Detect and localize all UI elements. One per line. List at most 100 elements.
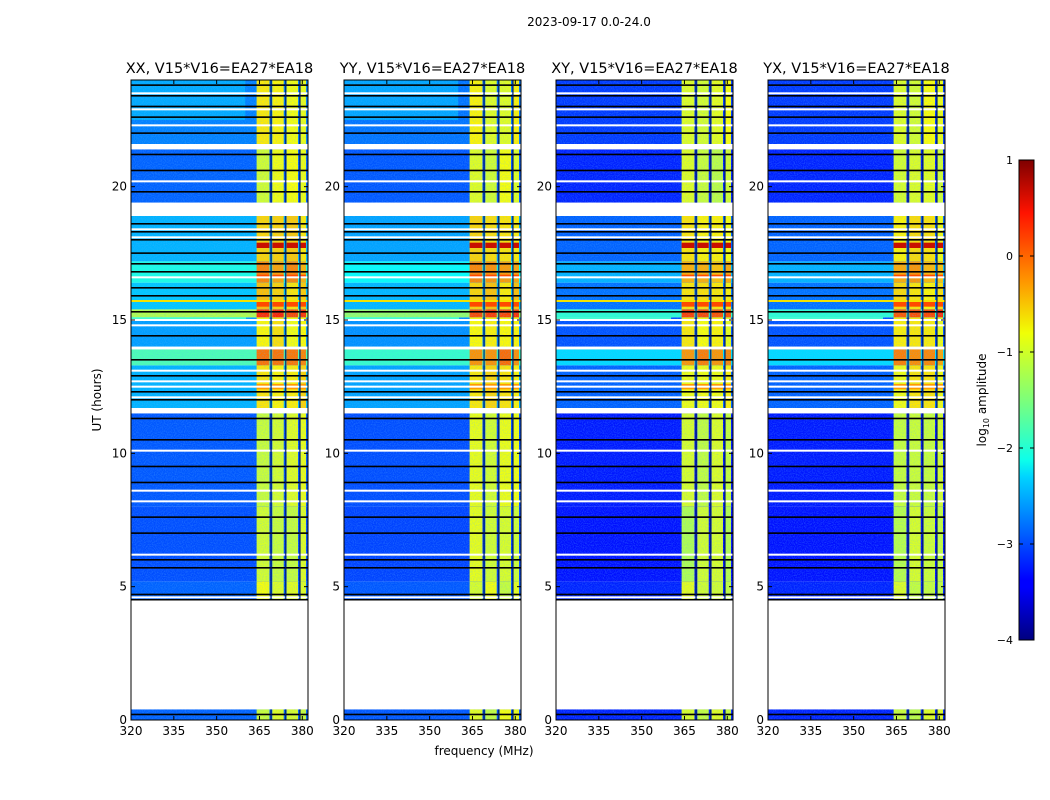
rfi-streak-2 — [556, 300, 733, 302]
hot-2-1-0 — [681, 274, 695, 278]
gap-line-2-5 — [556, 396, 733, 399]
flag-line-2-23 — [556, 223, 733, 225]
flag-line-0-4 — [131, 532, 308, 534]
x-tick-label-0-2: 350 — [205, 724, 228, 738]
hot-1-0-0 — [469, 242, 483, 248]
flag-line-2-22 — [556, 231, 733, 233]
flag-line-1-6 — [344, 481, 521, 484]
flag-line-0-24 — [131, 191, 308, 193]
flag-line-1-7 — [344, 465, 521, 468]
gap-line-3-6 — [768, 385, 945, 388]
gap-line-2-0 — [556, 596, 733, 599]
panel-2-frame — [555, 79, 734, 721]
flag-line-1-9 — [344, 417, 521, 420]
x-tick-label-1-3: 365 — [461, 724, 484, 738]
hot-0-2-3 — [300, 301, 307, 307]
gap-line-2-6 — [556, 385, 733, 388]
flag-line-0-8 — [131, 439, 308, 441]
flag-line-1-30 — [344, 95, 521, 97]
hot-2-0-1 — [697, 242, 709, 248]
flag-line-1-26 — [344, 153, 521, 156]
flag-line-2-17 — [556, 287, 733, 289]
gap-line-3-8 — [768, 369, 945, 372]
hot-0-1-0 — [256, 274, 270, 278]
flag-line-1-8 — [344, 439, 521, 441]
figure-suptitle: 2023-09-17 0.0-24.0 — [527, 15, 651, 29]
gap-line-3-10 — [768, 319, 945, 321]
hot-1-2-0 — [469, 301, 483, 307]
panel-2: XY, V15*V16=EA27*EA18 320 335 350 365 380 0 5 10… — [537, 61, 739, 738]
gap-line-0-15 — [131, 124, 308, 127]
colorbar-label-sub: 10 — [982, 418, 991, 428]
flag-line-1-4 — [344, 532, 521, 534]
gap-line-0-7 — [131, 380, 308, 383]
hot-2-2-0 — [681, 301, 695, 307]
flag-line-1-1 — [344, 593, 521, 596]
data-gap-2-3 — [556, 346, 733, 350]
flag-line-0-16 — [131, 295, 308, 297]
flag-line-1-25 — [344, 169, 521, 172]
flag-line-1-16 — [344, 295, 521, 297]
x-tick-label-0-1: 335 — [162, 724, 185, 738]
gap-line-0-2 — [131, 500, 308, 503]
gap-line-2-3 — [556, 489, 733, 492]
gap-line-1-7 — [344, 380, 521, 383]
data-gap-1-1 — [344, 202, 521, 216]
panel-0-frame — [130, 79, 309, 721]
data-gap-3-0 — [768, 600, 945, 710]
chan-sep-0-1 — [284, 80, 287, 720]
x-tick-label-2-4: 380 — [716, 724, 739, 738]
flag-line-0-17 — [131, 287, 308, 289]
rfi-streak-3 — [768, 300, 945, 302]
x-tick-label-1-0: 320 — [333, 724, 356, 738]
gap-line-0-11 — [131, 276, 308, 279]
flag-line-3-30 — [768, 95, 945, 97]
flag-line-0-6 — [131, 481, 308, 484]
gap-line-3-11 — [768, 276, 945, 279]
gap-edge-1 — [344, 599, 521, 601]
flag-line-3-31 — [768, 84, 945, 86]
hot-2-2-1 — [697, 301, 709, 307]
gap-line-3-0 — [768, 596, 945, 599]
flag-line-1-18 — [344, 271, 521, 273]
colorbar-tick-label-3: −2 — [997, 442, 1013, 455]
gap-line-3-17 — [768, 92, 945, 95]
x-tick-label-1-4: 380 — [504, 724, 527, 738]
hot-0-1-2 — [286, 274, 299, 278]
gap-line-1-13 — [344, 228, 521, 231]
flag-line-3-24 — [768, 191, 945, 193]
flag-line-1-22 — [344, 231, 521, 233]
hot-3-0-0 — [893, 242, 907, 248]
y-tick-label-2-1: 5 — [544, 580, 552, 594]
flag-line-2-11 — [556, 391, 733, 393]
hot-2-1-1 — [697, 274, 709, 278]
data-gap-3-1 — [768, 202, 945, 216]
flag-line-1-20 — [344, 252, 521, 254]
gap-line-0-16 — [131, 108, 308, 111]
gap-line-0-6 — [131, 385, 308, 388]
colorbar: 10−1−2−3−4 log10 amplitude — [975, 154, 1035, 647]
hot-1-1-2 — [499, 274, 512, 278]
gap-line-2-17 — [556, 92, 733, 95]
data-gap-2-1 — [556, 202, 733, 216]
flag-line-0-23 — [131, 223, 308, 225]
flag-line-2-1 — [556, 593, 733, 596]
y-tick-label-1-3: 15 — [325, 313, 340, 327]
hot-2-0-3 — [725, 242, 732, 248]
flag-line-2-3 — [556, 559, 733, 561]
hot-1-2-3 — [513, 301, 520, 307]
flag-line-2-8 — [556, 439, 733, 441]
flag-line-1-23 — [344, 223, 521, 225]
hot-1-1-1 — [485, 274, 497, 278]
colorbar-tick-label-0: 1 — [1006, 154, 1013, 167]
flag-line-2-30 — [556, 95, 733, 97]
x-tick-label-1-2: 350 — [418, 724, 441, 738]
gap-line-1-8 — [344, 369, 521, 372]
chan-sep-2-0 — [695, 80, 697, 720]
panel-2-title: XY, V15*V16=EA27*EA18 — [551, 61, 737, 77]
flag-line-3-26 — [768, 153, 945, 156]
gap-line-3-4 — [768, 449, 945, 452]
flag-line-0-0 — [131, 713, 308, 716]
flag-line-0-31 — [131, 84, 308, 86]
flag-line-0-11 — [131, 391, 308, 393]
